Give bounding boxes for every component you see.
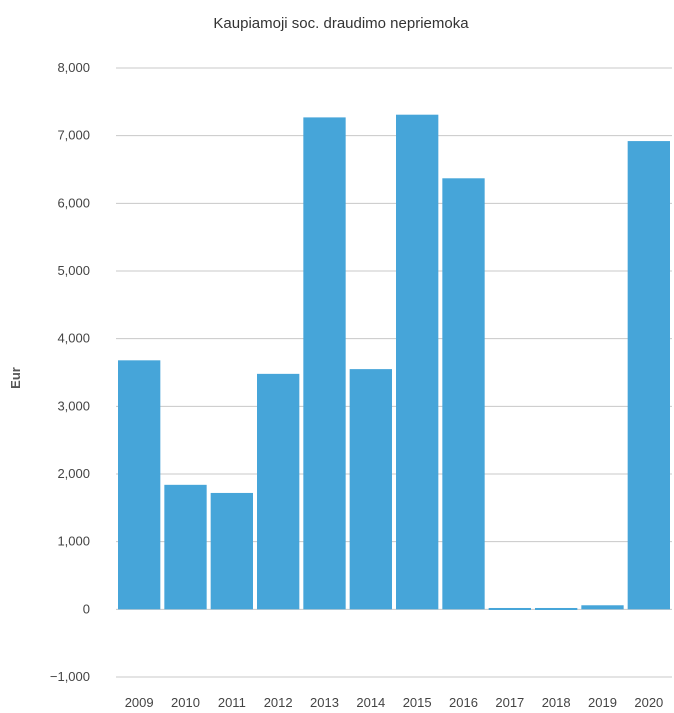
x-tick-label: 2010	[171, 695, 200, 710]
bar-2009	[118, 360, 161, 610]
x-tick-label: 2013	[310, 695, 339, 710]
x-tick-label: 2009	[125, 695, 154, 710]
chart-title: Kaupiamoji soc. draudimo nepriemoka	[213, 15, 469, 32]
y-tick-label: 2,000	[57, 466, 90, 481]
bar-2016	[442, 178, 485, 610]
x-tick-label: 2017	[495, 695, 524, 710]
y-tick-label: 7,000	[57, 128, 90, 143]
y-tick-label: 4,000	[57, 331, 90, 346]
y-tick-label: 6,000	[57, 195, 90, 210]
y-tick-label: 0	[83, 601, 90, 616]
bar-2014	[349, 369, 392, 610]
x-tick-label: 2016	[449, 695, 478, 710]
x-tick-label: 2018	[542, 695, 571, 710]
bar-2012	[257, 373, 300, 610]
y-tick-label: 5,000	[57, 263, 90, 278]
y-tick-label: 3,000	[57, 398, 90, 413]
x-tick-label: 2019	[588, 695, 617, 710]
x-tick-label: 2011	[218, 695, 246, 710]
x-tick-label: 2014	[356, 695, 385, 710]
bar-2015	[396, 114, 439, 610]
x-tick-labels: 2009 2010 2011 2012 2013 2014 2015 2016 2017 2018…	[125, 695, 664, 710]
y-axis-label: Eur	[8, 367, 23, 389]
bar-2018	[535, 607, 578, 610]
bar-2017	[488, 607, 531, 610]
y-tick-label: −1,000	[50, 669, 90, 684]
y-tick-labels: −1,000 0 1,000 2,000 3,000 4,000 5,000 6,000 7,0…	[50, 60, 90, 684]
y-tick-label: 8,000	[57, 60, 90, 75]
x-tick-label: 2020	[634, 695, 663, 710]
bars	[118, 114, 670, 610]
x-tick-label: 2012	[264, 695, 293, 710]
gridlines	[116, 67, 672, 678]
x-tick-label: 2015	[403, 695, 432, 710]
bar-2020	[627, 141, 670, 610]
bar-2019	[581, 605, 624, 610]
y-tick-label: 1,000	[57, 534, 90, 549]
bar-2011	[210, 492, 253, 610]
bar-2010	[164, 484, 207, 610]
bar-2013	[303, 117, 346, 610]
